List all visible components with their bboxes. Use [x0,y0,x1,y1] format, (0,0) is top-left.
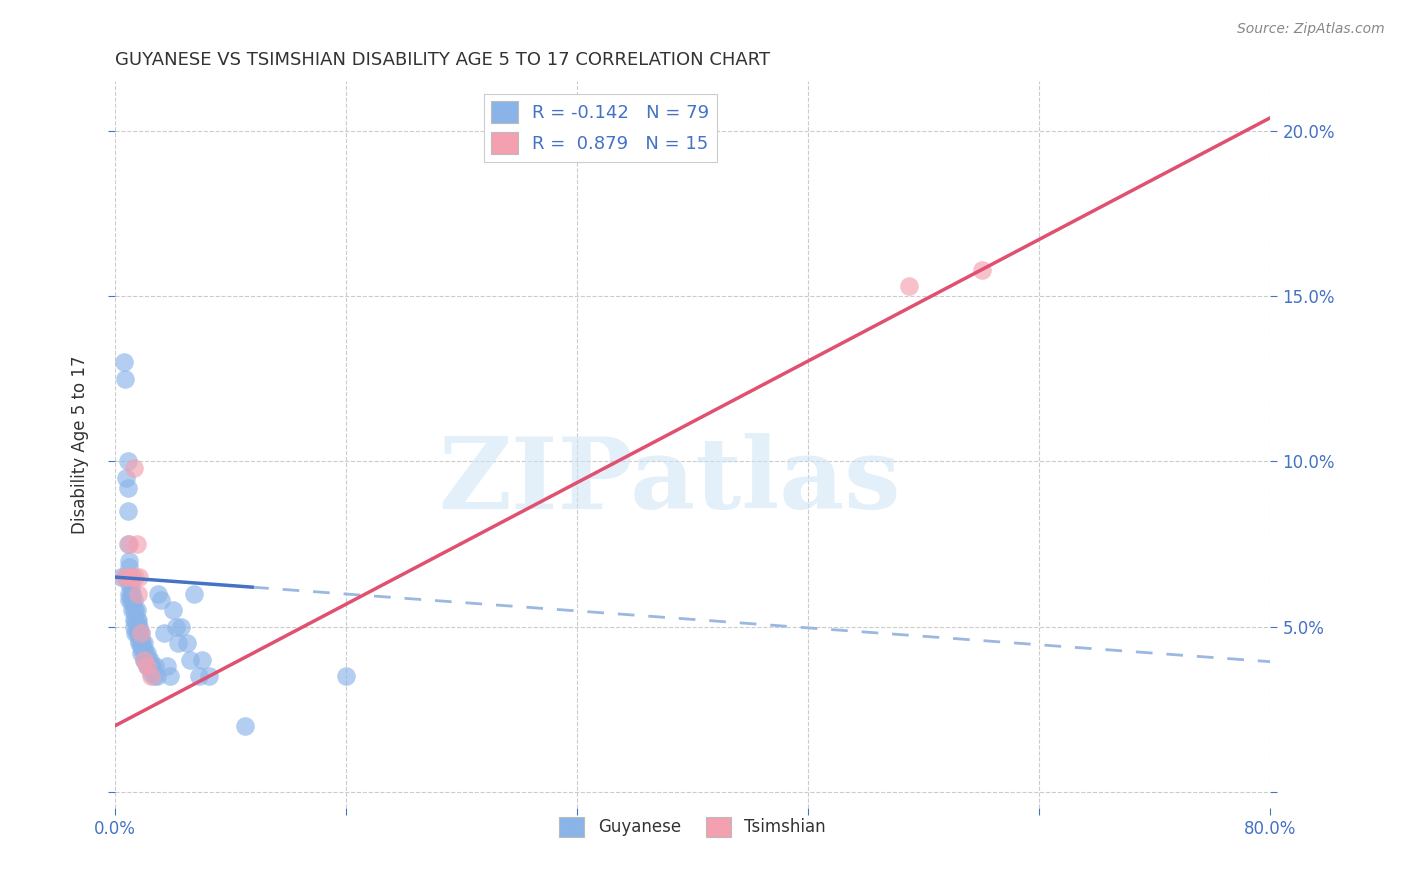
Point [127,626,149,640]
Point [198,669,221,683]
Point [139,659,162,673]
Point [121,570,143,584]
Point [176,636,198,650]
Point [120,580,142,594]
Point [112,355,135,369]
Point [138,653,160,667]
Point [117,570,139,584]
Point [117,454,139,468]
Point [120,586,142,600]
Point [233,719,256,733]
Point [128,636,150,650]
Point [117,481,139,495]
Point [150,593,173,607]
Point [121,603,143,617]
Point [115,471,138,485]
Point [118,537,141,551]
Point [124,613,146,627]
Point [165,620,187,634]
Point [120,570,142,584]
Point [129,626,152,640]
Point [153,626,176,640]
Point [118,553,141,567]
Point [121,593,143,607]
Point [118,576,141,591]
Point [128,620,150,634]
Point [125,613,148,627]
Point [898,279,921,293]
Point [124,626,146,640]
Point [135,646,157,660]
Point [170,620,193,634]
Point [135,659,157,673]
Point [118,586,141,600]
Point [146,669,169,683]
Point [129,632,152,647]
Point [139,665,162,680]
Point [129,646,152,660]
Point [124,570,146,584]
Point [117,537,139,551]
Point [132,642,155,657]
Point [127,586,149,600]
Point [134,646,156,660]
Point [112,570,135,584]
Point [135,659,157,673]
Point [145,659,167,673]
Point [121,586,143,600]
Point [122,613,145,627]
Y-axis label: Disability Age 5 to 17: Disability Age 5 to 17 [72,356,89,534]
Point [139,669,162,683]
Point [127,620,149,634]
Point [187,669,209,683]
Point [125,626,148,640]
Text: ZIPatlas: ZIPatlas [439,433,901,530]
Point [118,593,141,607]
Point [141,659,163,673]
Point [134,653,156,667]
Point [122,620,145,634]
Point [156,659,179,673]
Point [122,593,145,607]
Text: GUYANESE VS TSIMSHIAN DISABILITY AGE 5 TO 17 CORRELATION CHART: GUYANESE VS TSIMSHIAN DISABILITY AGE 5 T… [115,51,770,69]
Point [115,570,138,584]
Point [148,586,170,600]
Point [970,262,993,277]
Point [128,632,150,647]
Point [128,626,150,640]
Point [131,642,153,657]
Point [179,653,201,667]
Point [142,669,165,683]
Point [114,372,136,386]
Point [122,461,145,475]
Point [117,504,139,518]
Legend: Guyanese, Tsimshian: Guyanese, Tsimshian [553,810,832,844]
Point [120,593,142,607]
Point [167,636,190,650]
Point [335,669,357,683]
Point [118,560,141,574]
Point [136,659,159,673]
Point [125,620,148,634]
Point [159,669,181,683]
Point [129,640,152,654]
Point [131,636,153,650]
Point [183,586,205,600]
Text: Source: ZipAtlas.com: Source: ZipAtlas.com [1237,22,1385,37]
Point [136,653,159,667]
Point [132,636,155,650]
Point [125,603,148,617]
Point [190,653,212,667]
Point [132,653,155,667]
Point [110,570,132,584]
Point [162,603,184,617]
Point [128,570,150,584]
Point [118,570,141,584]
Point [129,626,152,640]
Point [132,653,155,667]
Point [127,613,149,627]
Point [122,603,145,617]
Point [124,603,146,617]
Point [125,537,148,551]
